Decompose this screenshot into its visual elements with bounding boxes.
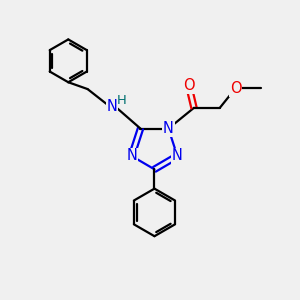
Text: O: O bbox=[230, 81, 242, 96]
Text: N: N bbox=[126, 148, 137, 164]
Text: H: H bbox=[117, 94, 126, 107]
Text: N: N bbox=[172, 148, 183, 164]
Text: N: N bbox=[106, 99, 117, 114]
Text: O: O bbox=[183, 78, 194, 93]
Text: N: N bbox=[163, 121, 174, 136]
